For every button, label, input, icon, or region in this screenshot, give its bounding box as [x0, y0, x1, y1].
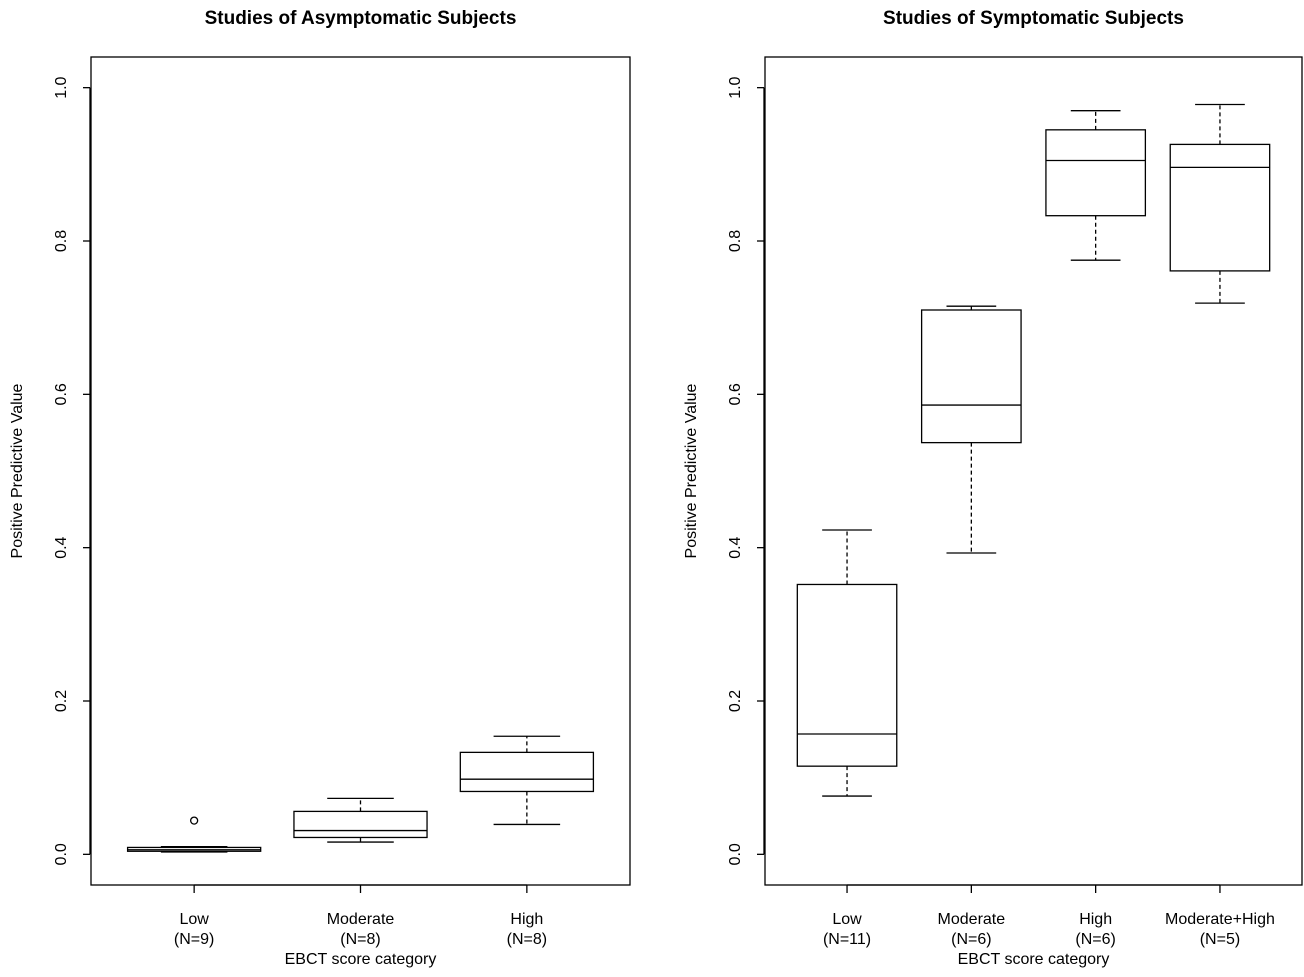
y-tick-label: 0.8 [53, 230, 70, 252]
x-tick-count: (N=9) [174, 931, 214, 948]
y-axis-label: Positive Predictive Value [9, 383, 26, 558]
x-tick-count: (N=11) [823, 931, 871, 948]
y-axis-label: Positive Predictive Value [683, 383, 700, 558]
box [796, 583, 898, 767]
y-tick-label: 0.2 [53, 690, 70, 712]
y-tick-label: 0.0 [727, 843, 744, 865]
x-tick-label: Moderate+High [1165, 911, 1275, 928]
x-tick-label: Moderate [327, 911, 395, 928]
x-tick-label: Low [179, 911, 209, 928]
box [920, 309, 1022, 444]
y-tick-label: 1.0 [53, 76, 70, 98]
chart-title: Studies of Symptomatic Subjects [883, 8, 1184, 29]
box [459, 751, 595, 793]
x-tick-label: Low [832, 911, 862, 928]
y-tick-label: 0.4 [53, 536, 70, 558]
x-axis-label: EBCT score category [285, 951, 437, 968]
x-tick-label: High [1079, 911, 1112, 928]
x-tick-count: (N=6) [1075, 931, 1115, 948]
y-tick-label: 0.8 [727, 230, 744, 252]
chart-title: Studies of Asymptomatic Subjects [205, 8, 517, 29]
x-tick-label: High [510, 911, 543, 928]
y-tick-label: 0.2 [727, 690, 744, 712]
x-tick-label: Moderate [938, 911, 1006, 928]
y-tick-label: 0.6 [53, 383, 70, 405]
box [1169, 143, 1271, 272]
x-tick-count: (N=6) [951, 931, 991, 948]
x-tick-count: (N=8) [340, 931, 380, 948]
x-axis-label: EBCT score category [958, 951, 1110, 968]
plot-frame [764, 56, 1303, 886]
y-tick-label: 0.4 [727, 536, 744, 558]
box [293, 810, 428, 839]
x-tick-count: (N=5) [1200, 931, 1240, 948]
y-tick-label: 1.0 [727, 76, 744, 98]
plot-frame [90, 56, 631, 886]
x-tick-count: (N=8) [507, 931, 547, 948]
y-tick-label: 0.6 [727, 383, 744, 405]
outlier [189, 816, 199, 825]
box [1045, 129, 1147, 217]
y-tick-label: 0.0 [53, 843, 70, 865]
